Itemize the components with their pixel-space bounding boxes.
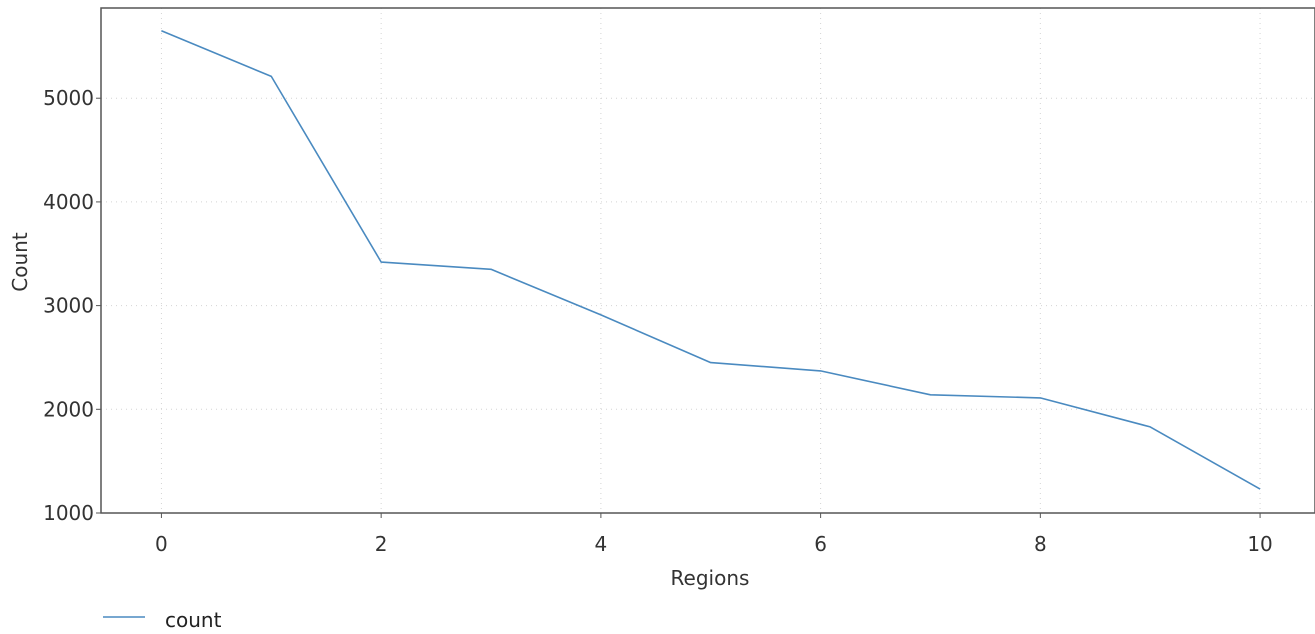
y-tick-label: 2000 [43, 397, 94, 421]
grid-lines [101, 8, 1315, 514]
x-tick-label: 4 [595, 532, 608, 556]
series-lines [161, 30, 1261, 490]
x-axis-title: Regions [671, 566, 750, 590]
y-axis-title: Count [8, 232, 32, 292]
plot-frame [100, 7, 1315, 514]
series-line-count [161, 30, 1261, 490]
x-tick-label: 2 [375, 532, 388, 556]
x-tick-label: 0 [155, 532, 168, 556]
x-tick-label: 10 [1247, 532, 1272, 556]
legend-label-count: count [165, 608, 222, 632]
x-tick-label: 6 [814, 532, 827, 556]
legend: count [103, 608, 222, 632]
x-axis: 0 2 4 6 8 10 [155, 513, 1273, 556]
y-tick-label: 4000 [43, 190, 94, 214]
x-tick-label: 8 [1034, 532, 1047, 556]
y-tick-label: 1000 [43, 501, 94, 525]
y-tick-label: 3000 [43, 294, 94, 318]
y-tick-label: 5000 [43, 86, 94, 110]
y-axis: 1000 2000 3000 4000 5000 [43, 86, 101, 525]
